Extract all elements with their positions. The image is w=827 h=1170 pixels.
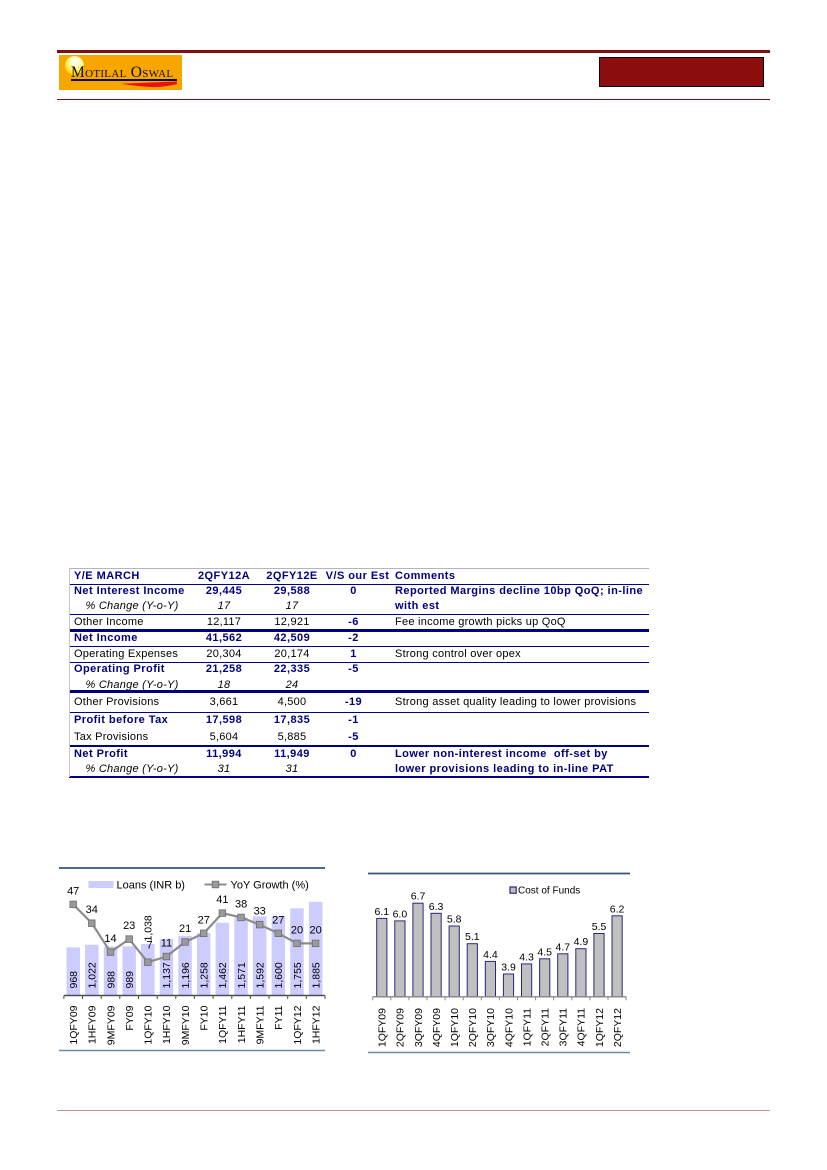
svg-text:3.9: 3.9 <box>501 962 516 974</box>
svg-text:23: 23 <box>123 920 135 932</box>
svg-text:9MFY11: 9MFY11 <box>255 1005 267 1044</box>
svg-text:6.2: 6.2 <box>610 903 625 915</box>
svg-text:FY11: FY11 <box>273 1005 285 1029</box>
svg-text:1,196: 1,196 <box>180 962 192 988</box>
svg-text:41: 41 <box>216 894 228 906</box>
svg-text:27: 27 <box>272 914 284 926</box>
svg-text:968: 968 <box>68 971 80 989</box>
svg-text:5.8: 5.8 <box>447 914 462 926</box>
svg-text:YoY Growth (%): YoY Growth (%) <box>231 880 309 892</box>
svg-text:1,600: 1,600 <box>273 962 285 988</box>
svg-text:3QFY09: 3QFY09 <box>413 1008 425 1047</box>
svg-text:1HFY12: 1HFY12 <box>310 1005 322 1044</box>
svg-text:1,571: 1,571 <box>236 962 248 988</box>
svg-text:1QFY09: 1QFY09 <box>377 1008 389 1047</box>
svg-text:988: 988 <box>105 971 117 989</box>
svg-text:1QFY12: 1QFY12 <box>594 1008 606 1047</box>
svg-text:21: 21 <box>179 923 191 935</box>
svg-text:989: 989 <box>124 971 136 989</box>
svg-text:6.1: 6.1 <box>374 906 389 918</box>
svg-text:4.3: 4.3 <box>519 951 534 963</box>
svg-text:1,258: 1,258 <box>199 962 211 988</box>
svg-text:1,137: 1,137 <box>161 962 173 988</box>
svg-text:47: 47 <box>67 885 79 897</box>
svg-text:1HFY11: 1HFY11 <box>236 1005 248 1043</box>
svg-text:4QFY11: 4QFY11 <box>576 1008 588 1046</box>
svg-text:2QFY10: 2QFY10 <box>467 1008 479 1047</box>
svg-text:4.5: 4.5 <box>537 946 552 958</box>
svg-text:1,592: 1,592 <box>255 962 267 988</box>
svg-text:20: 20 <box>291 924 303 936</box>
svg-text:1QFY09: 1QFY09 <box>68 1005 80 1044</box>
svg-text:1QFY10: 1QFY10 <box>143 1005 155 1044</box>
svg-text:27: 27 <box>198 914 210 926</box>
svg-text:1QFY12: 1QFY12 <box>292 1005 304 1044</box>
svg-text:33: 33 <box>254 906 266 918</box>
svg-text:1,022: 1,022 <box>87 962 99 988</box>
svg-text:34: 34 <box>86 904 98 916</box>
svg-text:9MFY09: 9MFY09 <box>105 1005 117 1045</box>
svg-text:FY09: FY09 <box>124 1005 136 1030</box>
svg-text:6.7: 6.7 <box>411 891 426 903</box>
svg-text:5.1: 5.1 <box>465 931 480 943</box>
svg-text:2QFY12: 2QFY12 <box>612 1008 624 1047</box>
svg-text:4QFY10: 4QFY10 <box>503 1008 515 1047</box>
svg-text:1,462: 1,462 <box>217 962 229 988</box>
svg-text:14: 14 <box>104 933 116 945</box>
svg-text:4QFY09: 4QFY09 <box>431 1008 443 1047</box>
svg-text:6.0: 6.0 <box>393 908 408 920</box>
svg-text:Cost of Funds: Cost of Funds <box>518 885 580 896</box>
svg-text:4.4: 4.4 <box>483 949 498 961</box>
svg-text:6.3: 6.3 <box>429 901 444 913</box>
svg-text:1QFY11: 1QFY11 <box>217 1005 229 1043</box>
svg-text:3QFY10: 3QFY10 <box>485 1008 497 1047</box>
svg-text:1,755: 1,755 <box>292 962 304 988</box>
svg-text:1HFY09: 1HFY09 <box>87 1005 99 1044</box>
svg-text:1QFY10: 1QFY10 <box>449 1008 461 1047</box>
svg-text:7: 7 <box>146 940 152 952</box>
svg-text:9MFY10: 9MFY10 <box>180 1005 192 1045</box>
svg-text:5.5: 5.5 <box>592 921 607 933</box>
svg-text:38: 38 <box>235 898 247 910</box>
svg-text:1HFY10: 1HFY10 <box>161 1005 173 1044</box>
svg-text:FY10: FY10 <box>199 1005 211 1030</box>
svg-text:1QFY11: 1QFY11 <box>521 1008 533 1046</box>
svg-text:4.9: 4.9 <box>574 936 589 948</box>
svg-text:3QFY11: 3QFY11 <box>558 1008 570 1046</box>
svg-text:4.7: 4.7 <box>555 941 570 953</box>
svg-text:Loans (INR b): Loans (INR b) <box>117 880 185 892</box>
svg-text:11: 11 <box>161 938 172 950</box>
svg-text:1,038: 1,038 <box>143 915 155 941</box>
svg-text:2QFY11: 2QFY11 <box>540 1008 552 1046</box>
svg-text:20: 20 <box>309 924 321 936</box>
svg-text:2QFY09: 2QFY09 <box>395 1008 407 1047</box>
svg-text:1,885: 1,885 <box>310 962 322 988</box>
